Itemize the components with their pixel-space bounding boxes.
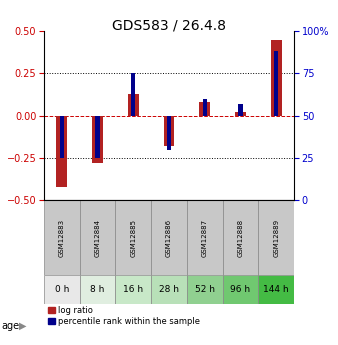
- Bar: [131, 73, 136, 116]
- Text: GSM12886: GSM12886: [166, 218, 172, 257]
- Bar: [199, 102, 210, 116]
- Text: GSM12888: GSM12888: [238, 218, 243, 257]
- Text: 144 h: 144 h: [263, 285, 289, 294]
- Text: 52 h: 52 h: [195, 285, 215, 294]
- Bar: [128, 94, 139, 116]
- Bar: [95, 116, 100, 158]
- Text: 8 h: 8 h: [90, 285, 105, 294]
- Bar: [80, 200, 115, 275]
- Text: 28 h: 28 h: [159, 285, 179, 294]
- Bar: [187, 200, 223, 275]
- Text: GSM12885: GSM12885: [130, 218, 136, 257]
- Text: 16 h: 16 h: [123, 285, 143, 294]
- Bar: [115, 275, 151, 304]
- Bar: [115, 200, 151, 275]
- Bar: [202, 99, 207, 116]
- Bar: [235, 112, 246, 116]
- Text: ▶: ▶: [19, 321, 27, 331]
- Bar: [187, 275, 223, 304]
- Bar: [44, 200, 80, 275]
- Text: GDS583 / 26.4.8: GDS583 / 26.4.8: [112, 19, 226, 33]
- Bar: [258, 200, 294, 275]
- Bar: [164, 116, 174, 146]
- Bar: [258, 275, 294, 304]
- Bar: [60, 116, 64, 158]
- Bar: [44, 275, 80, 304]
- Bar: [151, 200, 187, 275]
- Bar: [223, 200, 258, 275]
- Text: GSM12884: GSM12884: [95, 218, 100, 257]
- Text: age: age: [2, 321, 20, 331]
- Bar: [151, 275, 187, 304]
- Text: GSM12887: GSM12887: [202, 218, 208, 257]
- Bar: [274, 51, 278, 116]
- Bar: [80, 275, 115, 304]
- Bar: [167, 116, 171, 150]
- Bar: [271, 40, 282, 116]
- Bar: [223, 275, 258, 304]
- Legend: log ratio, percentile rank within the sample: log ratio, percentile rank within the sa…: [48, 306, 200, 326]
- Text: 0 h: 0 h: [55, 285, 69, 294]
- Text: GSM12889: GSM12889: [273, 218, 279, 257]
- Bar: [92, 116, 103, 163]
- Bar: [56, 116, 67, 187]
- Bar: [238, 104, 243, 116]
- Text: GSM12883: GSM12883: [59, 218, 65, 257]
- Text: 96 h: 96 h: [231, 285, 250, 294]
